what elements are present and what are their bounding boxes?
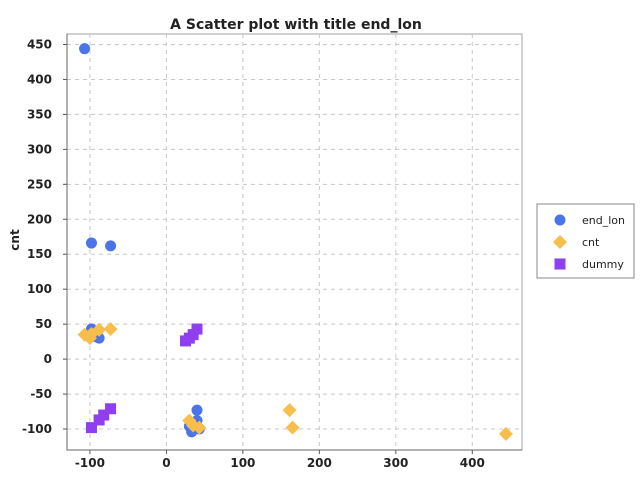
y-tick-label: 250 [27,177,52,191]
chart-title: A Scatter plot with title end_lon [170,17,422,33]
legend-box [536,203,635,279]
y-axis-label: cnt [8,229,22,251]
legend-marker [554,258,566,270]
legend-label: cnt [582,236,600,249]
end-lon-point [85,237,97,249]
x-tick-label: 0 [162,456,170,470]
legend-label: dummy [582,258,624,271]
y-tick-label: 100 [27,282,52,296]
cnt-point [192,420,207,435]
legend-marker [554,214,566,226]
legend-item-cnt: cnt [553,235,600,249]
y-tick-label: -100 [22,422,52,436]
cnt-point [282,403,297,418]
dummy-point [191,323,203,335]
x-tick-label: 200 [307,456,332,470]
cnt-point [92,322,107,337]
cnt-point [103,322,118,337]
legend-item-dummy: dummy [554,258,624,271]
y-tick-label: 150 [27,247,52,261]
y-tick-label: 300 [27,142,52,156]
y-tick-label: 50 [35,317,52,331]
dummy-point [105,403,117,415]
series-cnt [77,322,513,441]
x-tick-label: -100 [75,456,105,470]
legend-marker [553,235,567,249]
y-tick-label: 350 [27,107,52,121]
cnt-point [285,420,300,435]
end-lon-point [105,240,117,252]
grid-layer [67,34,522,450]
end-lon-point [191,404,203,416]
x-tick-label: 400 [460,456,485,470]
dummy-point [85,422,97,434]
x-tick-label: 100 [230,456,255,470]
x-tick-label: 300 [383,456,408,470]
plot-area [66,33,523,451]
y-tick-label: 0 [44,352,52,366]
end-lon-point [79,43,91,55]
cnt-point [498,426,513,441]
axes-layer: -100 0 100 200 300 400 -100 -50 0 50 100 150 200 250 3… [22,34,522,470]
dummy-point [98,409,110,421]
points-layer [77,43,513,441]
y-tick-label: 400 [27,72,52,86]
dummy-point [187,329,199,341]
legend-label: end_lon [582,214,625,227]
y-tick-label: 450 [27,37,52,51]
legend-item-end-lon: end_lon [554,214,625,227]
y-tick-label: -50 [30,387,52,401]
series-dummy [85,323,203,434]
y-tick-label: 200 [27,212,52,226]
